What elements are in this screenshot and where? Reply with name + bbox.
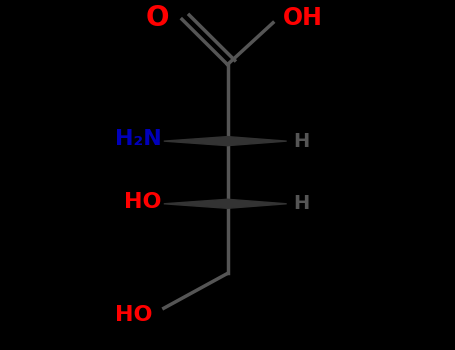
Polygon shape — [228, 136, 287, 146]
Text: HO: HO — [124, 192, 162, 212]
Text: H: H — [293, 132, 310, 150]
Polygon shape — [164, 136, 228, 146]
Text: H₂N: H₂N — [115, 130, 162, 149]
Polygon shape — [164, 199, 228, 208]
Polygon shape — [228, 199, 287, 208]
Text: H: H — [293, 194, 310, 213]
Text: O: O — [145, 4, 169, 32]
Text: OH: OH — [283, 6, 323, 29]
Text: HO: HO — [116, 305, 153, 325]
